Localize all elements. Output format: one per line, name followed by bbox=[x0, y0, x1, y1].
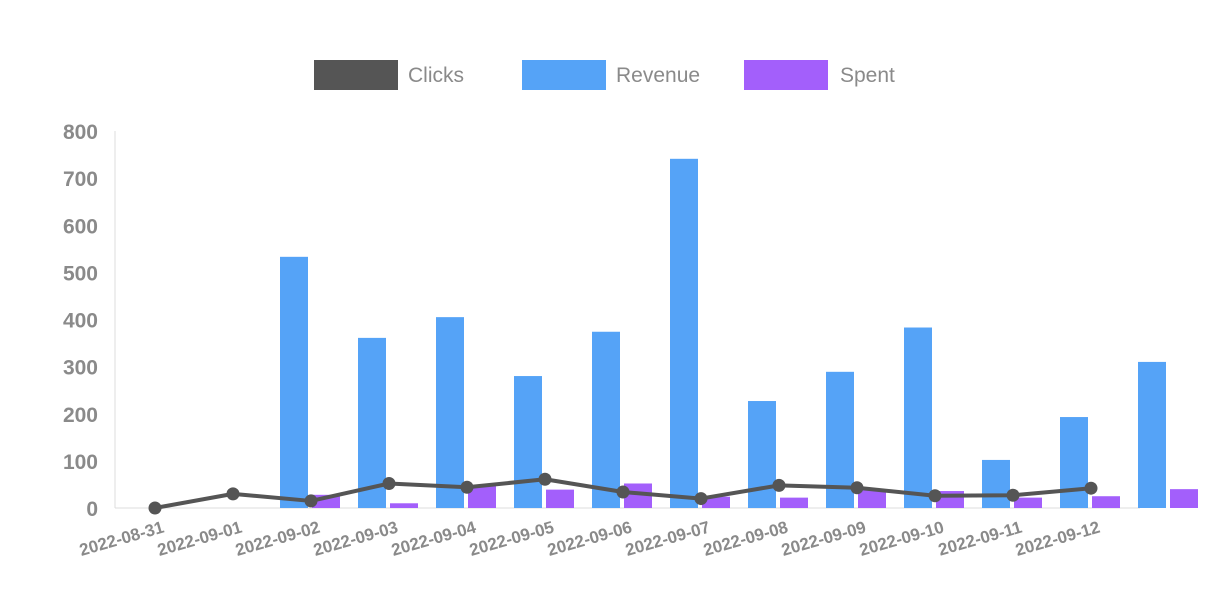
revenue-bar bbox=[670, 158, 698, 508]
y-tick-label: 700 bbox=[63, 168, 98, 191]
clicks-point bbox=[1006, 488, 1020, 502]
x-tick-label: 2022-09-08 bbox=[701, 518, 790, 560]
x-tick-label: 2022-09-01 bbox=[155, 518, 244, 560]
spent-bar bbox=[702, 496, 730, 508]
clicks-point bbox=[460, 480, 474, 494]
y-tick-label: 500 bbox=[63, 262, 98, 285]
revenue-bar bbox=[514, 376, 542, 508]
revenue-bar bbox=[1060, 417, 1088, 508]
y-tick-label: 100 bbox=[63, 451, 98, 474]
spent-bar bbox=[546, 489, 574, 508]
x-tick-label: 2022-09-07 bbox=[623, 518, 712, 560]
clicks-point bbox=[382, 476, 396, 490]
legend-swatch-spent bbox=[744, 60, 828, 90]
revenue-bar bbox=[982, 459, 1010, 508]
x-tick-label: 2022-09-10 bbox=[857, 518, 946, 560]
x-tick-label: 2022-09-04 bbox=[389, 517, 478, 559]
legend: Clicks Revenue Spent bbox=[314, 60, 895, 90]
x-tick-label: 2022-09-02 bbox=[233, 518, 322, 560]
clicks-point bbox=[538, 472, 552, 486]
revenue-bar bbox=[748, 401, 776, 508]
y-tick-label: 600 bbox=[63, 215, 98, 238]
spent-bar bbox=[858, 489, 886, 508]
x-tick-label: 2022-09-12 bbox=[1013, 518, 1102, 560]
legend-swatch-revenue bbox=[522, 60, 606, 90]
clicks-line bbox=[148, 472, 1098, 515]
x-tick-label: 2022-09-06 bbox=[545, 518, 634, 560]
spent-bar bbox=[780, 497, 808, 508]
y-axis: 0 100 200 300 400 500 600 700 800 bbox=[63, 121, 116, 521]
revenue-bar bbox=[592, 331, 620, 508]
x-tick-label: 2022-09-03 bbox=[311, 518, 400, 560]
clicks-point bbox=[148, 501, 162, 515]
legend-label-revenue: Revenue bbox=[616, 64, 700, 87]
spent-bar bbox=[1170, 489, 1198, 508]
y-tick-label: 400 bbox=[63, 310, 98, 333]
legend-label-clicks: Clicks bbox=[408, 64, 464, 87]
clicks-point bbox=[616, 485, 630, 499]
clicks-point bbox=[226, 487, 240, 501]
y-tick-label: 300 bbox=[63, 357, 98, 380]
spent-bar bbox=[1092, 496, 1120, 508]
legend-swatch-clicks bbox=[314, 60, 398, 90]
x-axis: 2022-08-312022-09-012022-09-022022-09-03… bbox=[77, 507, 1140, 560]
spent-bar bbox=[390, 503, 418, 508]
revenue-bar bbox=[280, 256, 308, 508]
revenue-bar bbox=[904, 327, 932, 508]
x-tick-label: 2022-09-09 bbox=[779, 518, 868, 560]
clicks-point bbox=[928, 489, 942, 503]
x-tick-label: 2022-09-11 bbox=[936, 518, 1024, 560]
revenue-bar bbox=[358, 337, 386, 508]
spent-bar bbox=[468, 485, 496, 508]
revenue-bar bbox=[436, 317, 464, 508]
x-tick-label: 2022-08-31 bbox=[77, 518, 166, 560]
clicks-point bbox=[850, 481, 864, 495]
clicks-point bbox=[1084, 481, 1098, 495]
clicks-point bbox=[772, 478, 786, 492]
y-tick-label: 0 bbox=[86, 498, 98, 521]
revenue-bar bbox=[1138, 361, 1166, 508]
clicks-point bbox=[694, 492, 708, 506]
bars bbox=[280, 158, 1198, 508]
y-tick-label: 800 bbox=[63, 121, 98, 144]
spent-bar bbox=[1014, 497, 1042, 508]
clicks-point bbox=[304, 494, 318, 508]
y-tick-label: 200 bbox=[63, 404, 98, 427]
legend-label-spent: Spent bbox=[840, 64, 895, 87]
x-tick-label: 2022-09-05 bbox=[467, 518, 556, 560]
